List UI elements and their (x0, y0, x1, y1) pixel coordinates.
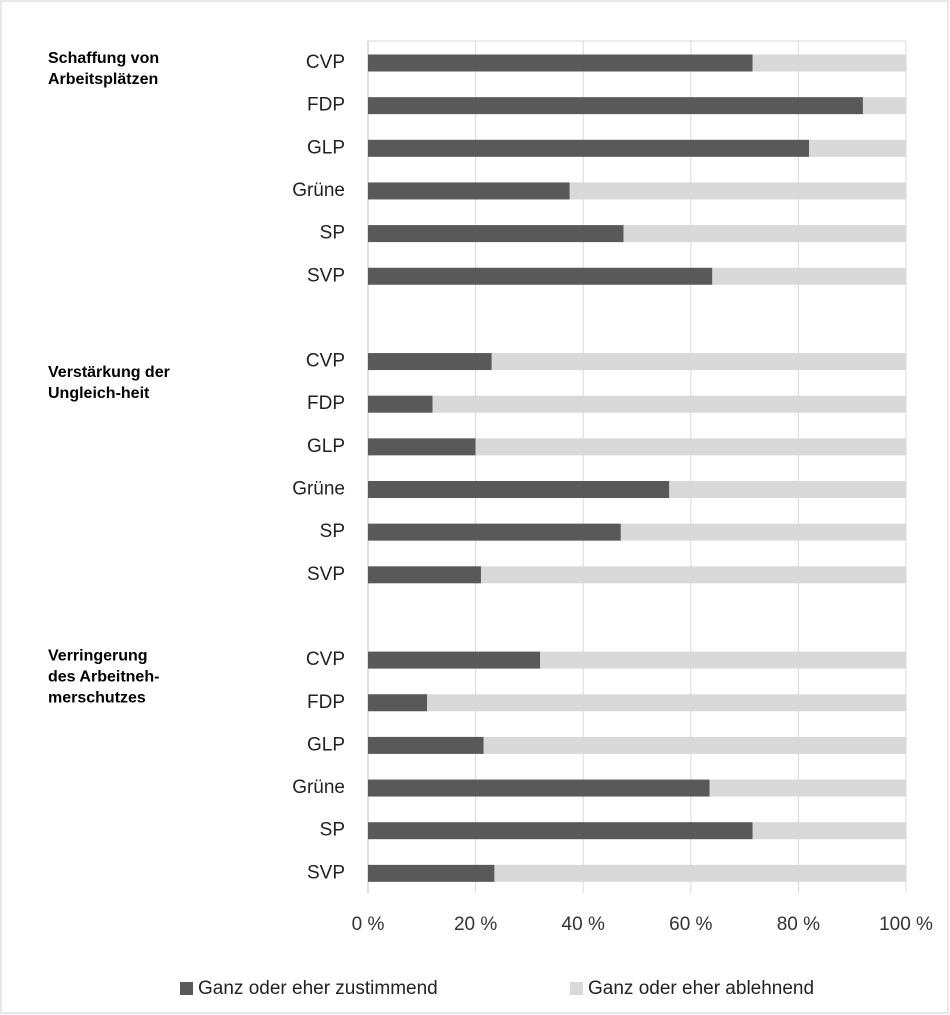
bar-segment (491, 353, 906, 371)
bar-segment (483, 736, 906, 754)
category-label: SP (320, 223, 345, 244)
legend-swatch (570, 982, 583, 995)
x-tick-label: 100 % (879, 914, 933, 935)
category-label: SP (320, 521, 345, 542)
category-label: CVP (306, 52, 345, 73)
bar-segment (862, 97, 906, 115)
group-label: Schaffung von (48, 50, 159, 67)
x-tick-label: 40 % (562, 914, 605, 935)
group-label: Arbeitsplätzen (48, 71, 158, 88)
bar-segment (494, 864, 906, 882)
bar-segment (368, 481, 670, 498)
legend-label: Ganz oder eher ablehnend (588, 978, 814, 999)
bar-segment (368, 267, 713, 285)
bar-segment (368, 736, 484, 754)
category-label: CVP (306, 649, 345, 670)
bar-segment (669, 481, 906, 498)
x-tick-label: 60 % (669, 914, 712, 935)
bar-segment (368, 566, 481, 584)
bar-segment (368, 139, 810, 157)
category-label: SVP (307, 862, 345, 883)
group-label: des Arbeitneh- (48, 668, 159, 685)
bar-segment (368, 182, 570, 200)
bar-segment (475, 438, 906, 456)
category-label: FDP (307, 692, 345, 713)
bar-segment (368, 523, 621, 541)
category-label: FDP (307, 95, 345, 116)
bar-segment (752, 54, 906, 72)
bar-segment (368, 54, 753, 72)
bar-segment (712, 267, 906, 285)
bar-segment (368, 864, 495, 882)
bar-segment (368, 225, 624, 243)
bar-segment (368, 651, 541, 669)
category-label: Grüne (292, 479, 345, 500)
bar-segment (368, 438, 476, 456)
bar-segment (432, 395, 906, 413)
category-label: SP (320, 820, 345, 841)
bar-segment (569, 182, 906, 200)
bar-segment (480, 566, 906, 584)
category-label: Grüne (292, 777, 345, 798)
bar-segment (368, 353, 492, 371)
category-label: Grüne (292, 180, 345, 201)
bar-segment (809, 139, 906, 157)
group-label: Verringerung (48, 647, 148, 664)
group-label: Verstärkung der (48, 364, 170, 381)
bar-segment (368, 694, 428, 712)
category-label: GLP (307, 734, 345, 755)
bar-segment (368, 779, 710, 797)
group-label: merschutzes (48, 689, 146, 706)
legend-label: Ganz oder eher zustimmend (198, 978, 438, 999)
bar-segment (709, 779, 906, 797)
x-tick-label: 20 % (454, 914, 497, 935)
bar-segment (368, 97, 863, 115)
bar-segment (368, 395, 433, 413)
x-tick-label: 0 % (352, 914, 385, 935)
bar-segment (752, 822, 906, 840)
group-label: Ungleich-heit (48, 385, 150, 402)
category-label: FDP (307, 393, 345, 414)
bar-segment (623, 225, 906, 243)
category-label: SVP (307, 265, 345, 286)
legend-swatch (180, 982, 193, 995)
x-tick-label: 80 % (777, 914, 820, 935)
category-label: GLP (307, 436, 345, 457)
category-label: SVP (307, 564, 345, 585)
category-label: GLP (307, 137, 345, 158)
bar-segment (368, 822, 753, 840)
bar-segment (540, 651, 906, 669)
category-label: CVP (306, 351, 345, 372)
bar-segment (620, 523, 906, 541)
bar-segment (427, 694, 906, 712)
